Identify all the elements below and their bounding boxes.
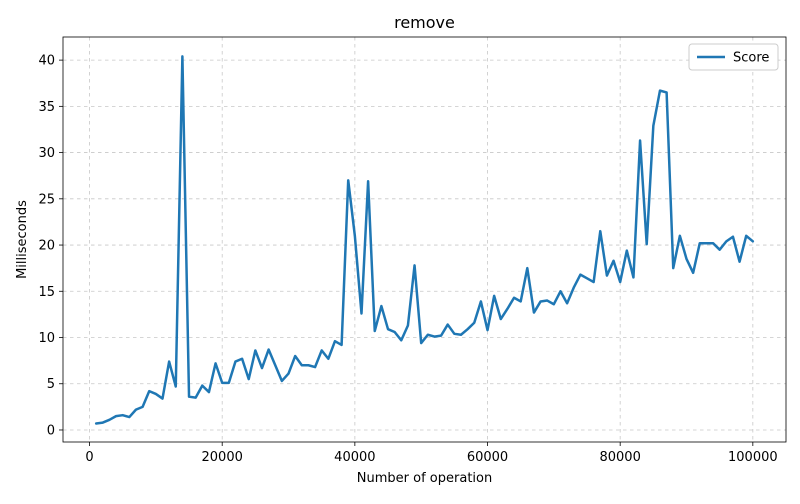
y-tick-label: 20 — [38, 239, 55, 254]
grid — [63, 37, 786, 442]
y-tick-label: 10 — [38, 331, 55, 346]
x-axis-label: Number of operation — [357, 471, 492, 486]
axis-ticks: 0 20000 40000 60000 80000 100000 0 5 10 15 20 25 30 3… — [38, 54, 777, 465]
y-tick-label: 30 — [38, 146, 55, 161]
x-tick-label: 20000 — [202, 450, 243, 465]
series-line-score — [94, 55, 755, 425]
x-tick-label: 40000 — [334, 450, 375, 465]
legend-box — [688, 43, 779, 71]
x-tick-label: 0 — [85, 450, 93, 465]
y-axis-label: Milliseconds — [15, 200, 30, 279]
y-tick-label: 25 — [38, 192, 55, 207]
chart-title: remove — [394, 13, 455, 32]
y-tick-label: 5 — [47, 377, 55, 392]
y-tick-label: 15 — [38, 285, 55, 300]
y-tick-label: 0 — [47, 423, 55, 438]
x-tick-label: 80000 — [599, 450, 640, 465]
y-tick-label: 35 — [38, 100, 55, 115]
x-tick-label: 100000 — [728, 450, 778, 465]
series-layer — [94, 55, 755, 425]
legend-label: Score — [733, 51, 769, 66]
legend: Score — [688, 43, 779, 71]
plot-frame — [62, 36, 787, 443]
y-tick-label: 40 — [38, 54, 55, 69]
x-tick-label: 60000 — [467, 450, 508, 465]
